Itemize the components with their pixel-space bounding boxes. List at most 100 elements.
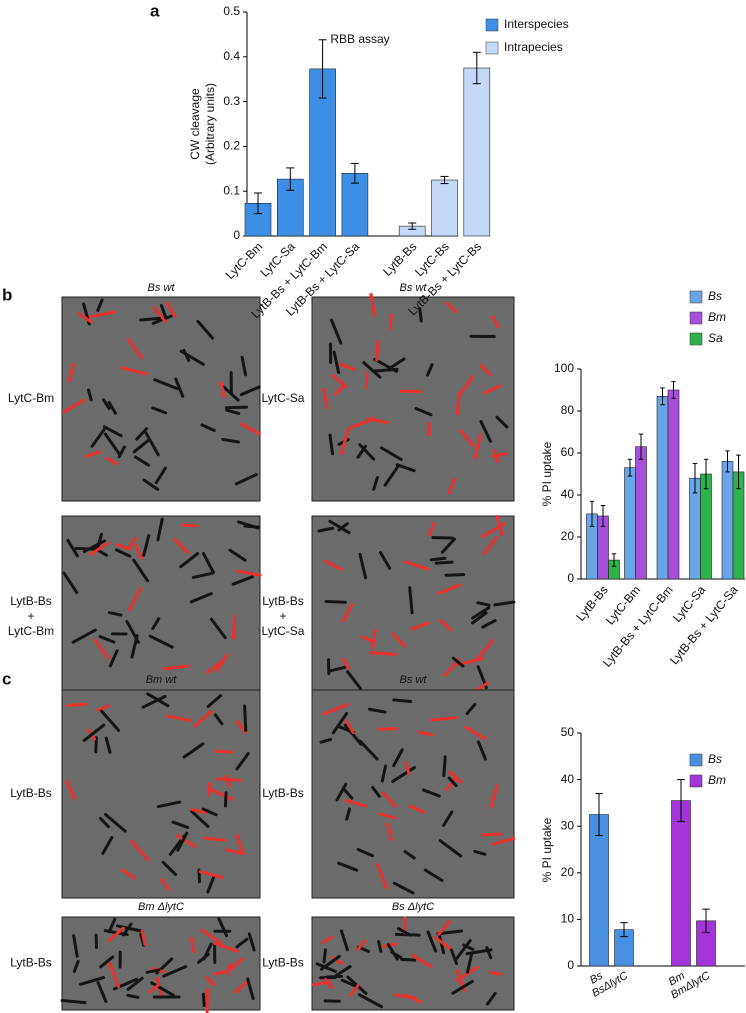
micrograph-label: LytB-Bs <box>262 956 304 970</box>
cell <box>71 628 97 644</box>
cell <box>390 950 403 959</box>
cell <box>224 774 231 788</box>
cell <box>330 955 343 965</box>
cell <box>135 427 148 441</box>
micrograph <box>61 689 261 899</box>
cell <box>99 955 115 969</box>
panel-label: c <box>2 669 11 688</box>
micrograph <box>61 296 261 502</box>
legend-swatch <box>689 311 703 325</box>
cell <box>213 969 227 976</box>
y-tick-label: 0.5 <box>223 4 240 18</box>
cell <box>206 694 223 708</box>
cell <box>492 836 516 846</box>
cell <box>479 419 492 443</box>
y-tick-label: 80 <box>561 403 575 417</box>
cell <box>224 848 245 856</box>
micrograph <box>311 296 515 502</box>
cell <box>182 742 205 759</box>
cell <box>408 586 414 615</box>
micrograph <box>311 916 515 1011</box>
cell <box>90 428 106 448</box>
cell <box>156 800 182 809</box>
cell <box>337 861 359 872</box>
micrograph-label: + <box>279 609 286 623</box>
cell <box>339 929 349 952</box>
cell <box>345 807 352 821</box>
cell <box>369 651 397 656</box>
cell <box>447 776 458 788</box>
cell <box>198 870 224 880</box>
cell <box>247 932 256 952</box>
cell <box>392 748 404 768</box>
cell <box>340 978 357 988</box>
error-bar <box>620 922 628 938</box>
cell <box>200 928 223 945</box>
cell <box>208 787 234 801</box>
cell <box>442 810 454 827</box>
cell <box>115 924 144 933</box>
cell <box>429 556 447 562</box>
cell <box>181 523 198 528</box>
cell <box>323 559 343 571</box>
cell <box>362 361 382 379</box>
cell <box>449 948 459 966</box>
cell <box>491 452 508 459</box>
micrograph-label: LytC-Sa <box>262 624 305 638</box>
cell <box>328 519 351 535</box>
cell <box>236 569 262 577</box>
cell <box>144 431 160 457</box>
x-tick-label: LytC-Bm <box>223 239 266 282</box>
cell <box>78 976 105 986</box>
cell <box>371 628 377 650</box>
cell <box>175 833 197 848</box>
y-tick-label: 40 <box>561 772 575 786</box>
y-axis-label: CW cleavage <box>188 88 202 160</box>
cell <box>426 930 438 953</box>
cell <box>332 350 341 375</box>
cell <box>481 619 497 629</box>
error-bar <box>725 450 730 473</box>
cell <box>334 965 352 977</box>
cell <box>228 548 247 562</box>
cell <box>489 971 503 976</box>
cell <box>375 863 388 890</box>
error-bar <box>254 192 262 215</box>
cell <box>96 981 108 1003</box>
cell <box>107 926 125 943</box>
cell <box>357 993 384 1009</box>
cell <box>126 993 140 999</box>
cell <box>142 478 160 491</box>
micrograph-title: Bm ΔlytC <box>138 901 184 913</box>
cell <box>142 534 151 557</box>
y-axis-label: % PI uptake <box>540 441 554 506</box>
cell <box>235 752 250 771</box>
cell <box>206 874 216 894</box>
cell <box>474 639 494 662</box>
cell <box>493 600 516 607</box>
cell <box>356 939 367 952</box>
cell <box>133 455 151 467</box>
y-tick-label: 0.3 <box>223 94 240 108</box>
error-bar <box>472 51 481 85</box>
annotation: RBB assay <box>330 32 389 46</box>
micrograph-label: + <box>27 609 34 623</box>
cell <box>381 791 397 808</box>
cell <box>205 975 215 987</box>
cell <box>95 532 104 551</box>
y-tick-label: 10 <box>561 912 575 926</box>
cell <box>84 450 102 458</box>
cell <box>217 917 229 938</box>
cell <box>125 619 140 644</box>
cell <box>451 656 465 668</box>
cell <box>331 712 349 735</box>
micrograph-title: Bs wt <box>400 282 428 294</box>
cell <box>88 310 117 319</box>
error-bar <box>692 463 698 494</box>
cell <box>132 558 150 583</box>
cell <box>174 377 185 398</box>
bar <box>635 446 647 580</box>
error-bar <box>286 167 295 191</box>
bar <box>671 800 691 967</box>
